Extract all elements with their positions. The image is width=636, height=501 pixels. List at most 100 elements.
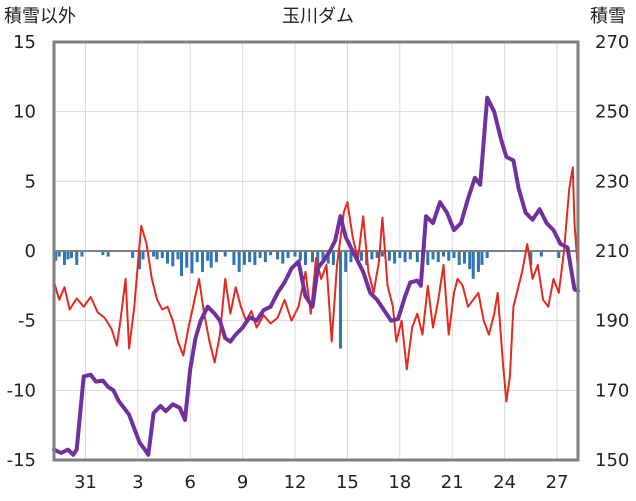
bar [426, 251, 430, 265]
bar [223, 251, 227, 257]
x-tick-label: 12 [284, 472, 307, 493]
bar [57, 251, 61, 257]
bar [66, 251, 70, 260]
bar [393, 251, 397, 264]
bar [380, 251, 384, 257]
bar [529, 251, 533, 265]
bar [258, 251, 262, 258]
bar [166, 251, 170, 264]
x-tick-label: 21 [441, 472, 464, 493]
bar [344, 251, 348, 272]
bar [141, 251, 145, 260]
bar [269, 251, 273, 256]
bar [298, 251, 302, 261]
bar [476, 251, 480, 272]
bar [101, 251, 105, 256]
bar [131, 251, 135, 258]
bar [485, 251, 489, 258]
bar [338, 251, 342, 349]
bar [311, 251, 315, 263]
bar [447, 251, 451, 261]
x-tick-label: 9 [237, 472, 248, 493]
left-tick-label: 10 [13, 102, 36, 123]
left-axis-label: 積雪以外 [4, 6, 76, 27]
bar [375, 251, 379, 258]
bar [237, 251, 241, 272]
left-tick-label: -5 [18, 311, 36, 332]
left-tick-label: 0 [25, 241, 36, 262]
bar [442, 251, 446, 257]
bar [276, 251, 280, 260]
series-line [53, 166, 579, 403]
bar [206, 251, 210, 261]
bar [321, 251, 325, 260]
left-tick-label: 15 [13, 32, 36, 53]
bar [387, 251, 391, 261]
right-tick-label: 230 [595, 171, 629, 192]
bar [171, 251, 175, 267]
bar [293, 251, 297, 257]
bar [349, 251, 353, 263]
bar [408, 251, 412, 260]
bar [316, 251, 320, 268]
bar [263, 251, 267, 263]
bar [286, 251, 290, 258]
bar [214, 251, 218, 263]
bar [480, 251, 484, 265]
left-axis-ticks: 15 10 5 0 -5 -10 -15 [7, 32, 36, 471]
bar [431, 251, 435, 260]
bar [75, 251, 79, 265]
right-tick-label: 190 [595, 311, 629, 332]
bar [326, 251, 330, 264]
bar [200, 251, 204, 272]
right-tick-label: 270 [595, 32, 629, 53]
bar [180, 251, 184, 277]
left-tick-label: 5 [25, 171, 36, 192]
bar [209, 251, 213, 268]
bar [248, 251, 252, 263]
right-tick-label: 170 [595, 380, 629, 401]
bar [398, 251, 402, 258]
bar [403, 251, 407, 263]
series-line [52, 95, 580, 457]
bar [253, 251, 257, 265]
bar [242, 251, 246, 265]
right-tick-label: 210 [595, 241, 629, 262]
left-tick-label: -10 [7, 380, 36, 401]
bar [304, 251, 308, 265]
bar [185, 251, 189, 268]
bar [415, 251, 419, 263]
bar [155, 251, 159, 260]
series-bars [54, 251, 561, 349]
chart-title: 玉川ダム [282, 6, 354, 27]
bar [452, 251, 456, 258]
right-tick-label: 150 [595, 450, 629, 471]
bar [462, 251, 466, 264]
bar [232, 251, 236, 265]
bar [138, 251, 142, 270]
bar [557, 251, 561, 258]
bar [190, 251, 194, 274]
bar [436, 251, 440, 263]
bar [539, 251, 543, 257]
series-lines [52, 95, 580, 457]
bar [160, 251, 164, 258]
bar [106, 251, 110, 257]
bar [80, 251, 84, 257]
bar [195, 251, 199, 263]
bar [457, 251, 461, 265]
bar [69, 251, 73, 258]
x-tick-label: 18 [388, 472, 411, 493]
x-tick-label: 24 [493, 472, 516, 493]
bar [468, 251, 472, 270]
x-tick-label: 31 [74, 472, 97, 493]
left-tick-label: -15 [7, 450, 36, 471]
right-axis-ticks: 270 250 230 210 190 170 150 [595, 32, 629, 471]
bar [176, 251, 180, 260]
bar [359, 251, 363, 261]
bar [152, 251, 156, 257]
bar [54, 251, 58, 261]
bar [62, 251, 66, 265]
x-tick-label: 15 [336, 472, 359, 493]
